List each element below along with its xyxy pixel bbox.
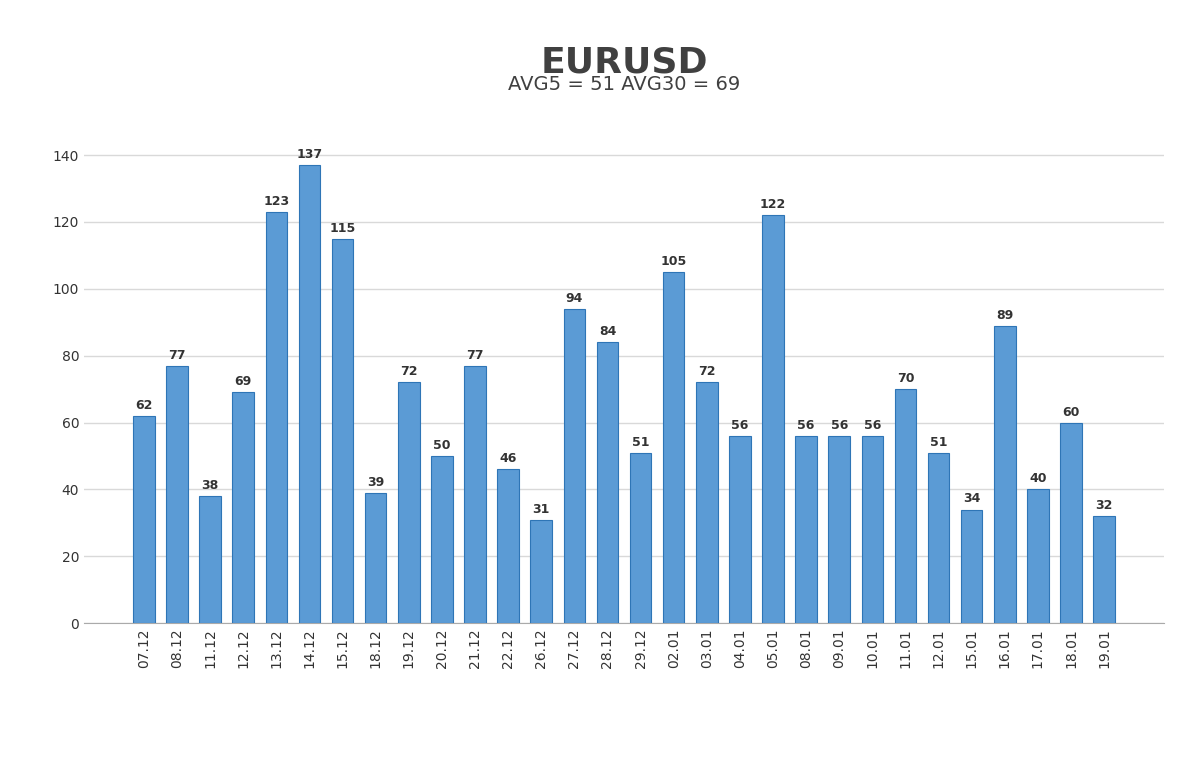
- Bar: [596, 342, 618, 623]
- Title: EURUSD: EURUSD: [540, 46, 708, 80]
- Text: 69: 69: [234, 375, 252, 388]
- Text: 77: 77: [467, 349, 484, 362]
- Text: 94: 94: [565, 292, 583, 305]
- Text: 122: 122: [760, 198, 786, 211]
- Bar: [133, 416, 155, 623]
- Bar: [265, 212, 287, 623]
- Text: 56: 56: [830, 419, 848, 432]
- Text: 72: 72: [400, 366, 418, 378]
- Bar: [696, 382, 718, 623]
- Bar: [994, 325, 1015, 623]
- Bar: [1027, 489, 1049, 623]
- Text: Instant Forex Trading: Instant Forex Trading: [73, 734, 175, 744]
- Text: 105: 105: [660, 255, 686, 268]
- Text: 62: 62: [136, 399, 152, 412]
- Text: 50: 50: [433, 439, 451, 452]
- Bar: [730, 436, 751, 623]
- Bar: [167, 366, 187, 623]
- Text: 51: 51: [632, 435, 649, 448]
- Bar: [431, 456, 452, 623]
- Bar: [1093, 516, 1115, 623]
- Text: AVG5 = 51 AVG30 = 69: AVG5 = 51 AVG30 = 69: [508, 75, 740, 94]
- Bar: [530, 520, 552, 623]
- Text: instaforex: instaforex: [80, 712, 168, 727]
- Text: 40: 40: [1030, 473, 1046, 486]
- Text: 70: 70: [896, 372, 914, 385]
- Text: 115: 115: [330, 222, 355, 235]
- Text: 56: 56: [864, 419, 881, 432]
- Bar: [497, 470, 518, 623]
- Bar: [299, 165, 320, 623]
- Bar: [862, 436, 883, 623]
- Text: 39: 39: [367, 476, 384, 489]
- Text: 56: 56: [798, 419, 815, 432]
- Bar: [365, 492, 386, 623]
- Bar: [630, 453, 652, 623]
- Text: 72: 72: [698, 366, 715, 378]
- Text: 77: 77: [168, 349, 186, 362]
- Bar: [233, 392, 254, 623]
- Bar: [1061, 423, 1081, 623]
- Text: 89: 89: [996, 309, 1014, 321]
- Bar: [762, 215, 784, 623]
- Bar: [199, 496, 221, 623]
- Bar: [331, 239, 353, 623]
- Text: 46: 46: [499, 452, 517, 465]
- Text: 38: 38: [202, 479, 218, 492]
- Bar: [961, 509, 983, 623]
- Text: 34: 34: [964, 492, 980, 505]
- Text: 137: 137: [296, 148, 323, 161]
- Text: 84: 84: [599, 325, 616, 338]
- Bar: [895, 389, 917, 623]
- Bar: [398, 382, 420, 623]
- Bar: [662, 272, 684, 623]
- Bar: [828, 436, 850, 623]
- Text: 60: 60: [1062, 406, 1080, 419]
- Bar: [928, 453, 949, 623]
- Text: 31: 31: [533, 502, 550, 515]
- Text: 56: 56: [731, 419, 749, 432]
- Text: 51: 51: [930, 435, 947, 448]
- Text: 123: 123: [263, 195, 289, 208]
- Bar: [464, 366, 486, 623]
- Bar: [796, 436, 817, 623]
- Text: 32: 32: [1096, 499, 1112, 512]
- Bar: [564, 309, 586, 623]
